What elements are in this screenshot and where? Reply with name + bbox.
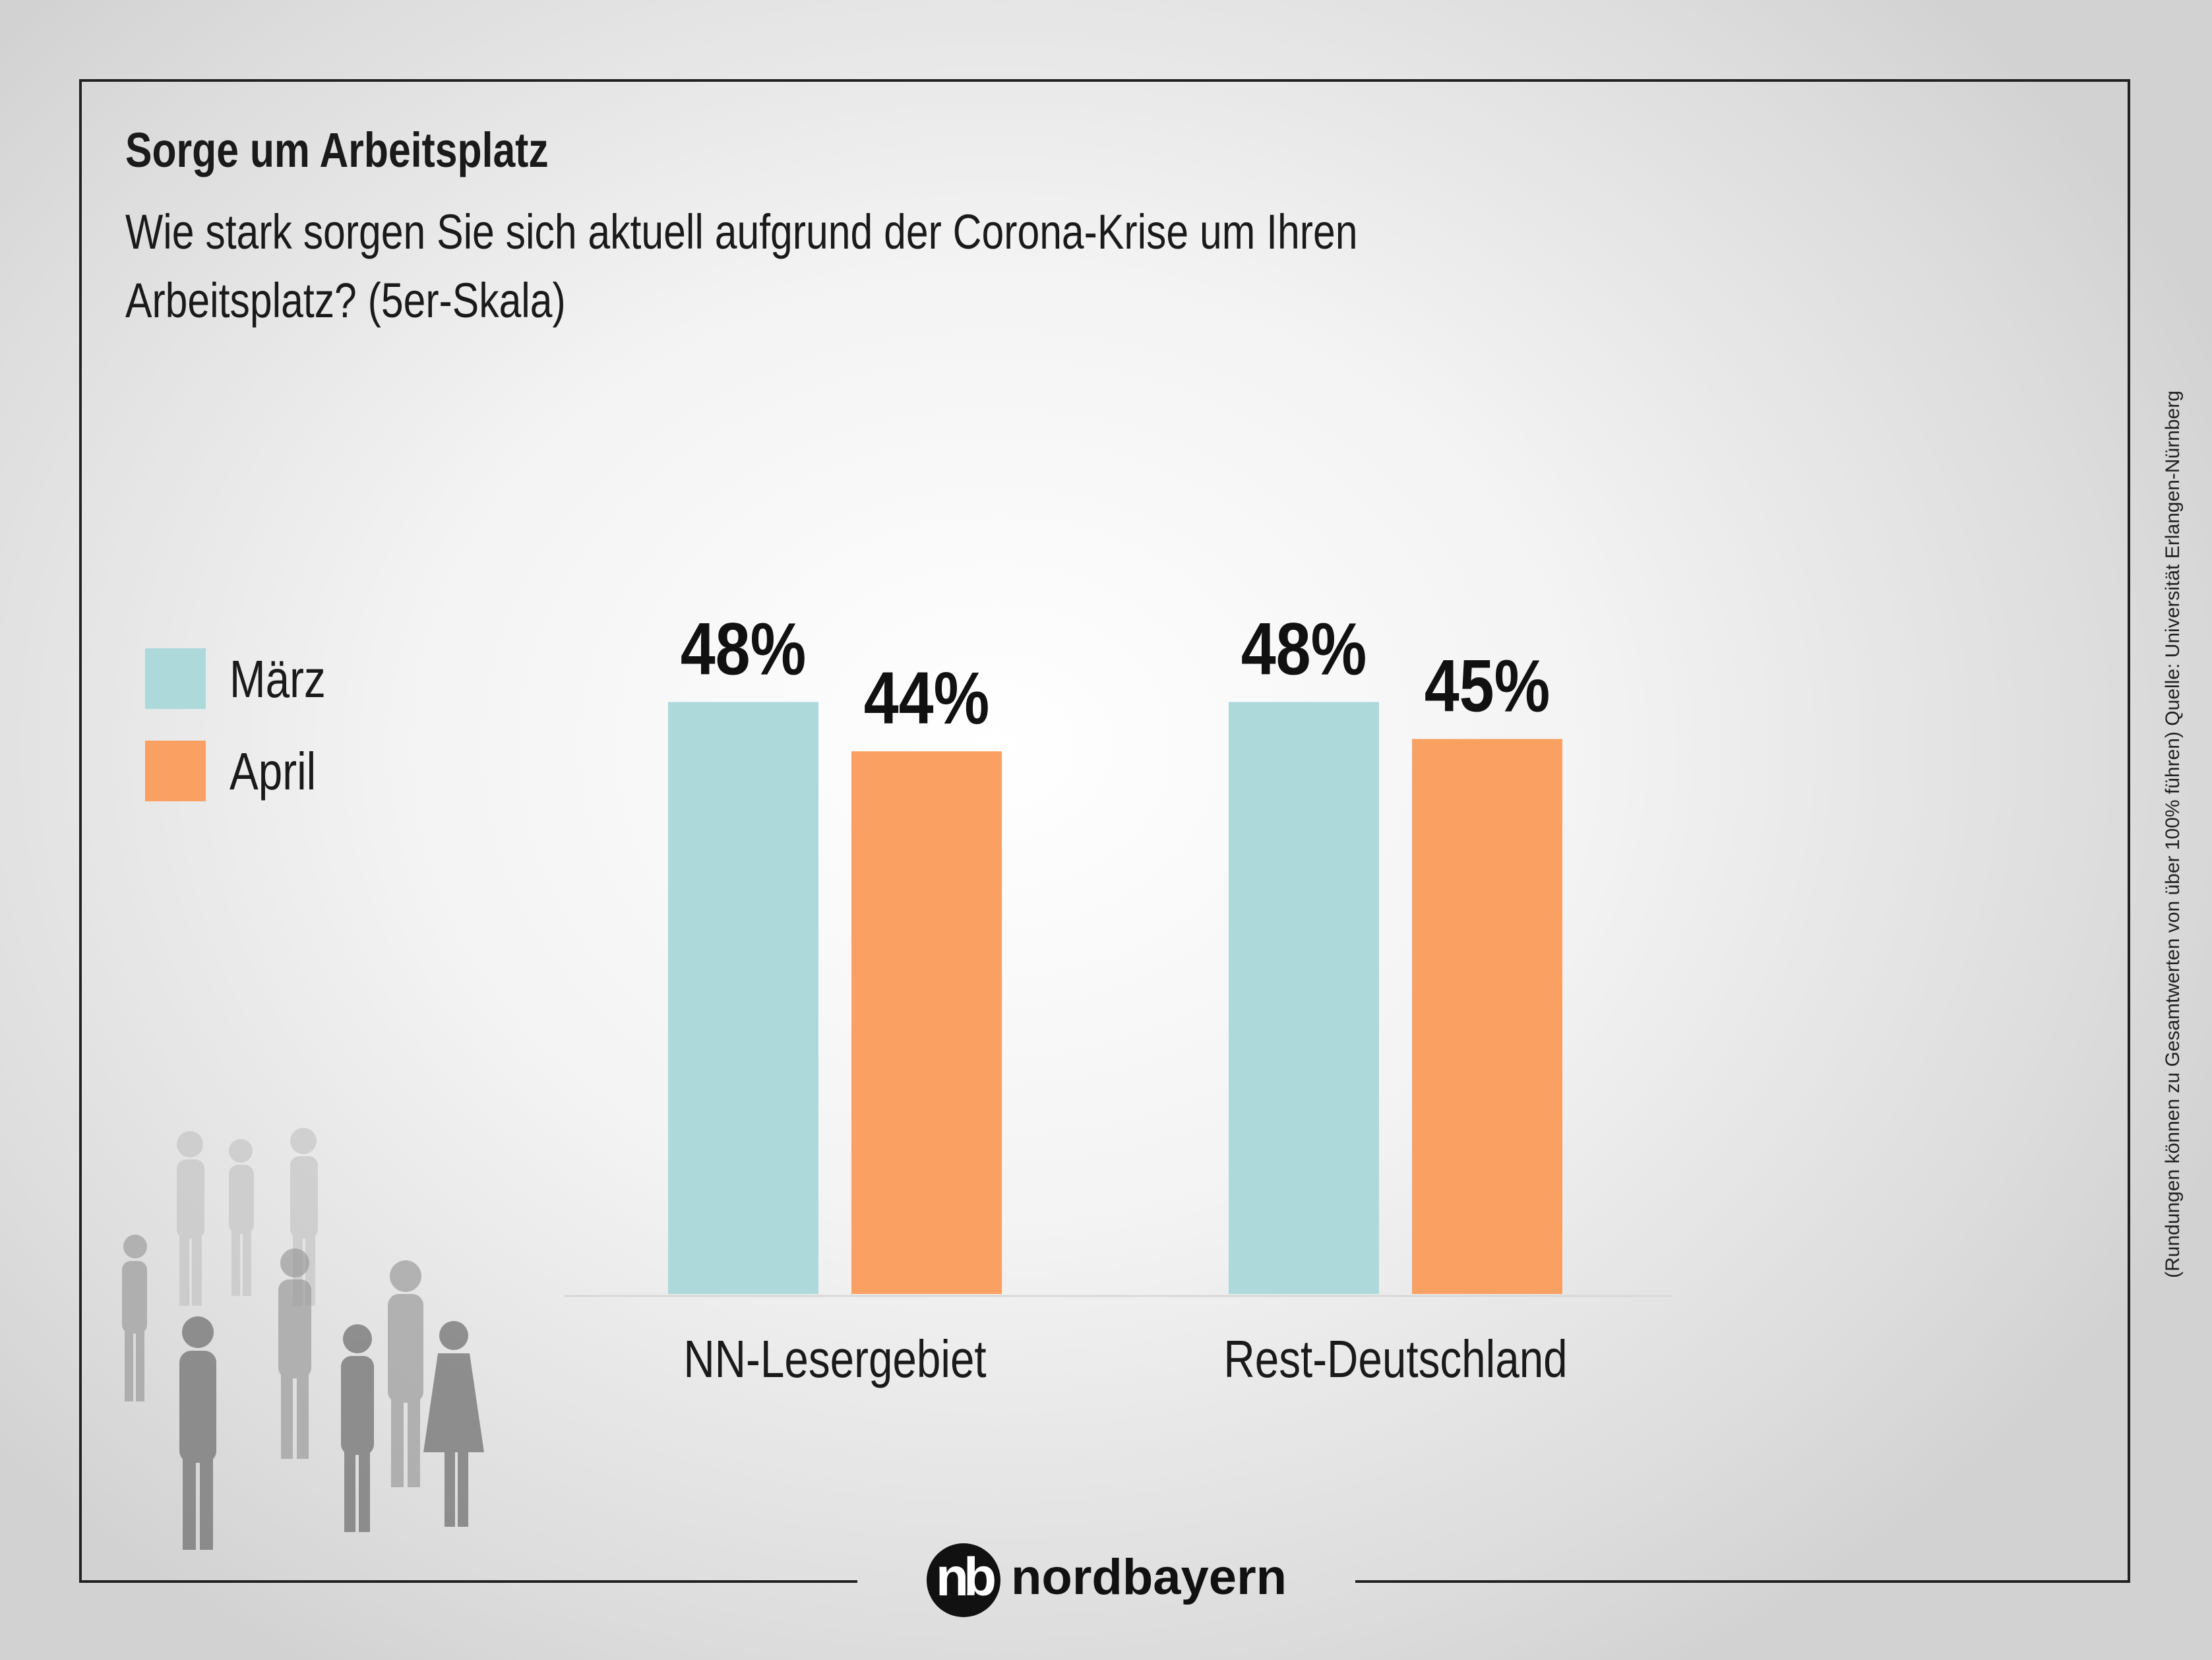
data-label-april-nn-lesergebiet: 44%	[864, 658, 990, 740]
frame-bottom-left	[79, 1580, 857, 1583]
people-silhouettes-illustration	[122, 1128, 484, 1550]
frame-bottom-right	[1355, 1580, 2130, 1583]
nb-logo-icon: nb	[927, 1543, 1000, 1617]
category-label-nn-lesergebiet: NN-Lesergebiet	[683, 1330, 986, 1389]
legend-swatch-april	[145, 741, 206, 801]
data-label-maerz-rest-deutschland: 48%	[1241, 608, 1367, 691]
bar-maerz-rest-deutschland	[1229, 702, 1379, 1294]
category-label-rest-deutschland: Rest-Deutschland	[1223, 1330, 1567, 1389]
data-label-april-rest-deutschland: 45%	[1425, 645, 1551, 727]
chart-title: Sorge um Arbeitsplatz	[125, 123, 549, 177]
data-label-maerz-nn-lesergebiet: 48%	[681, 608, 807, 691]
legend-swatch-maerz	[145, 648, 206, 709]
bar-maerz-nn-lesergebiet	[668, 702, 818, 1294]
bar-april-rest-deutschland	[1412, 739, 1562, 1294]
nordbayern-logo: nb nordbayern	[927, 1543, 1296, 1626]
bar-april-nn-lesergebiet	[851, 751, 1002, 1294]
chart-subtitle: Wie stark sorgen Sie sich aktuell aufgru…	[125, 204, 1358, 328]
legend-label-maerz: März	[230, 650, 326, 708]
legend-label-april: April	[230, 742, 317, 801]
brand-name: nordbayern	[1011, 1549, 1287, 1605]
chart-frame	[79, 79, 2130, 1580]
source-note: (Rundungen können zu Gesamtwerten von üb…	[2162, 390, 2184, 1278]
